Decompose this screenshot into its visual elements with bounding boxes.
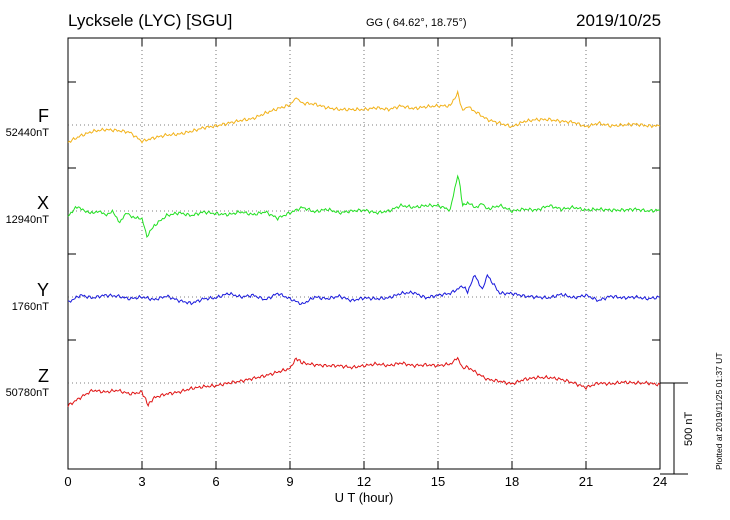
series-line-x: [67, 174, 661, 239]
series-name-f: F: [38, 106, 49, 126]
series-line-f: [67, 89, 661, 144]
component-label-z: Z 50780nT: [6, 366, 49, 400]
chart-title: Lycksele (LYC) [SGU]: [68, 11, 233, 30]
x-tick-label: 24: [653, 474, 667, 489]
baseline-x: 12940nT: [5, 214, 49, 226]
x-tick-label: 9: [286, 474, 293, 489]
chart-date: 2019/10/25: [576, 11, 662, 30]
series-name-x: X: [36, 193, 49, 213]
component-label-y: Y 1760nT: [12, 280, 49, 314]
x-tick-label: 0: [64, 474, 71, 489]
series-name-y: Y: [36, 280, 49, 300]
x-tick-label: 15: [431, 474, 445, 489]
component-label-f: F 52440nT: [6, 106, 49, 140]
baseline-z: 50780nT: [5, 387, 49, 399]
component-label-x: X 12940nT: [6, 193, 49, 227]
scale-bar-label: 500 nT: [683, 411, 695, 446]
geographic-coordinates: GG ( 64.62°, 18.75°): [366, 17, 467, 29]
series-line-y: [67, 273, 661, 306]
baseline-f: 52440nT: [5, 127, 49, 139]
baseline-y: 1760nT: [11, 301, 49, 313]
x-axis-label: U T (hour): [335, 490, 394, 505]
x-tick-label: 18: [505, 474, 519, 489]
x-tick-label: 3: [138, 474, 145, 489]
x-tick-label: 21: [579, 474, 593, 489]
series-name-z: Z: [38, 366, 49, 386]
series-line-z: [67, 356, 661, 408]
x-tick-label: 12: [357, 474, 371, 489]
plotted-timestamp: Plotted at 2019/11/25 01:37 UT: [714, 352, 724, 470]
x-tick-label: 6: [212, 474, 219, 489]
